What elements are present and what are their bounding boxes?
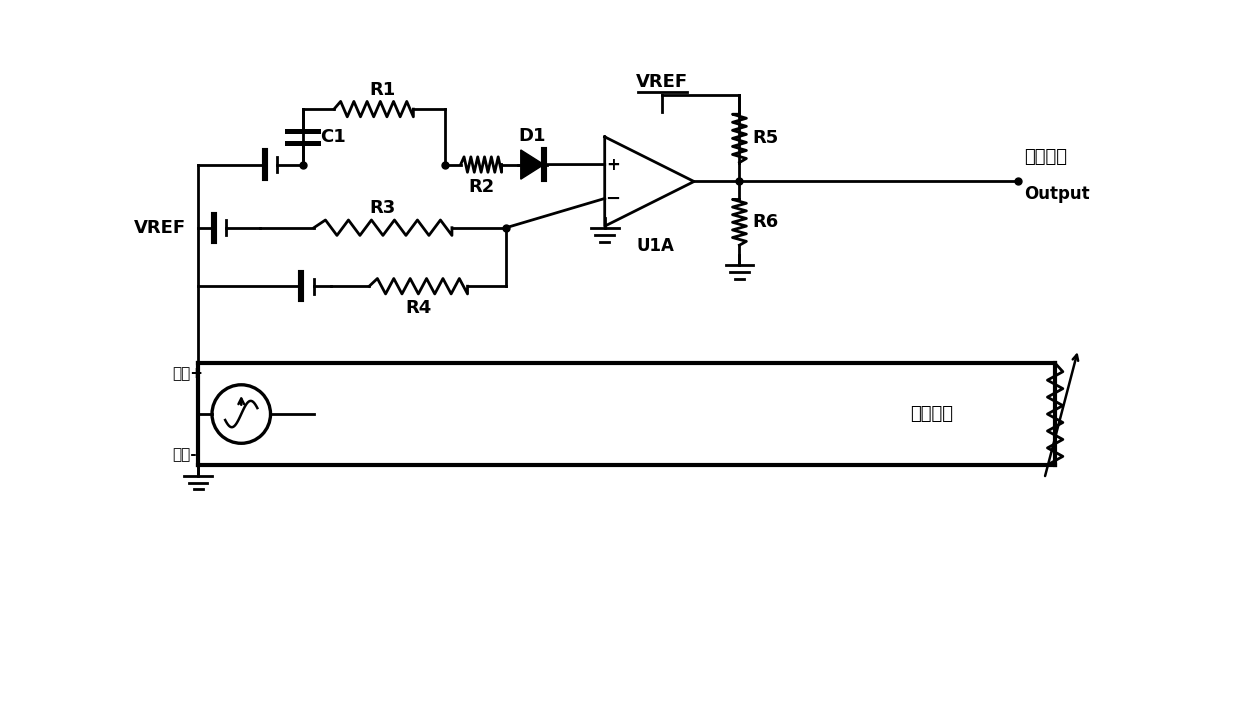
Text: U1A: U1A [636, 237, 675, 255]
Text: R4: R4 [405, 298, 432, 317]
Text: R6: R6 [753, 213, 779, 232]
Text: D1: D1 [518, 127, 546, 144]
Text: C1: C1 [320, 128, 346, 146]
Text: VREF: VREF [134, 219, 186, 237]
Text: R1: R1 [370, 81, 396, 99]
Polygon shape [521, 150, 544, 180]
Text: 激励-: 激励- [172, 447, 197, 462]
Text: 脱落信号: 脱落信号 [1024, 148, 1068, 166]
Text: 激励+: 激励+ [172, 366, 203, 382]
Text: +: + [606, 156, 620, 173]
Text: −: − [605, 189, 621, 208]
Text: Output: Output [1024, 185, 1090, 203]
Text: R3: R3 [370, 199, 396, 217]
Text: VREF: VREF [636, 73, 688, 91]
Text: 人体阻抗: 人体阻抗 [910, 405, 954, 423]
Text: R2: R2 [467, 178, 495, 196]
Text: R5: R5 [753, 130, 779, 147]
